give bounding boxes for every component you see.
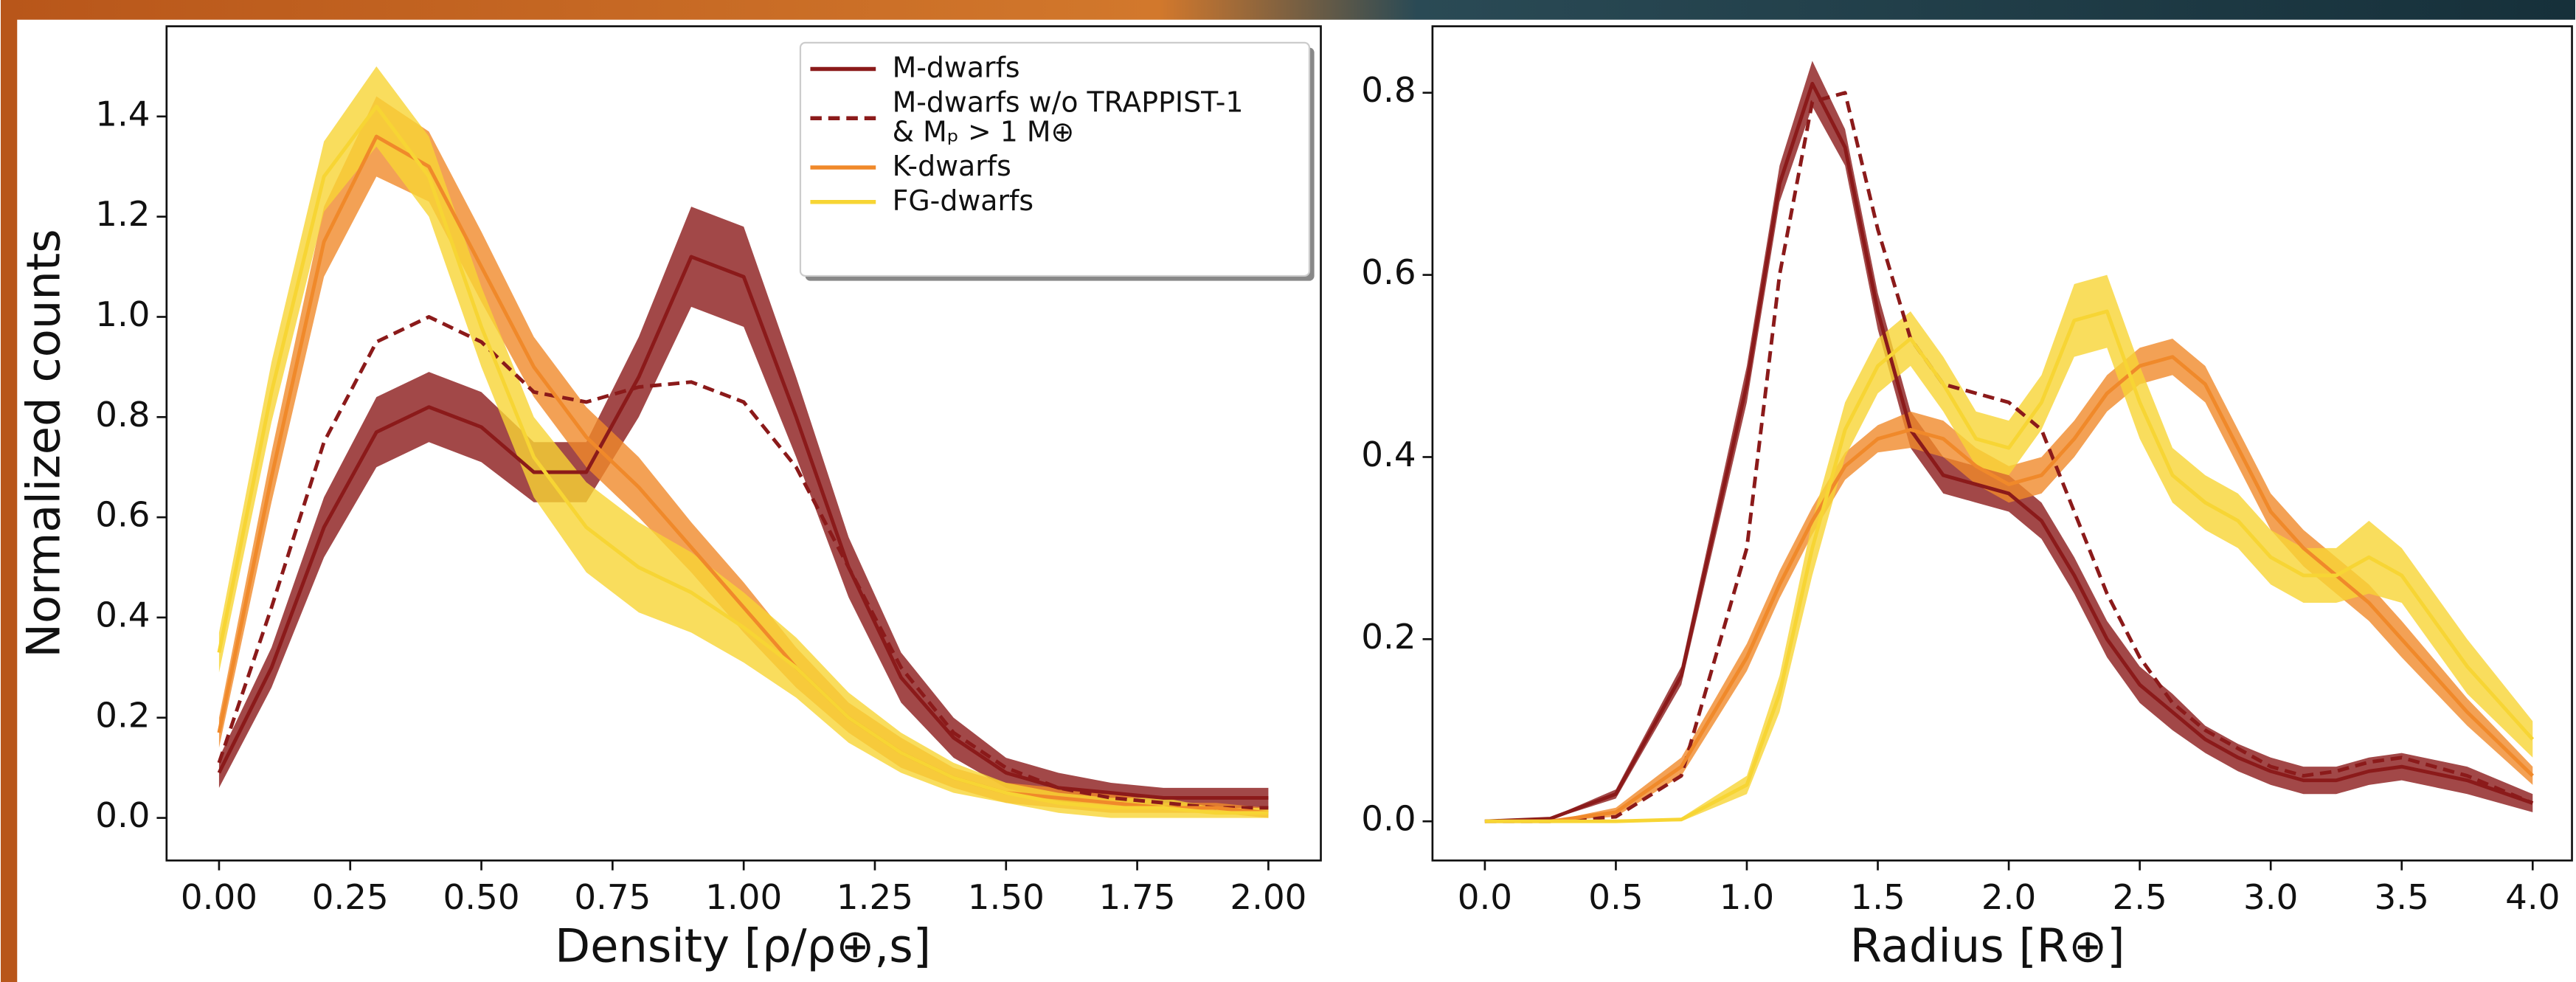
y-tick-label: 0.0 [95,796,150,836]
y-tick-label: 0.2 [1361,618,1416,657]
y-tick-label: 0.8 [95,395,150,435]
legend-label: FG-dwarfs [892,185,1034,219]
x-tick-label: 2.0 [1981,878,2036,918]
plot-area [1484,60,2535,823]
panel: 0.00 0.25 0.50 0.75 1.00 1.25 1.50 1.75 2.00 0.0 0… [95,25,1322,918]
panel: 0.0 0.5 1.0 1.5 2.0 2.5 3.0 3.5 4.0 0.0 0.2 0.4 0.6 0… [1361,25,2573,918]
x-tick-label: 1.0 [1720,878,1774,918]
legend-item: K-dwarfs [810,153,1303,182]
x-tick-label: 1.00 [705,878,782,918]
y-tick-label: 0.2 [95,696,150,736]
axes-frame [1431,25,2573,862]
line [1484,309,2535,823]
y-tick-label: 0.6 [95,496,150,536]
x-tick-label: 0.00 [181,878,257,918]
y-tick-label: 1.0 [95,295,150,335]
x-tick-label: 2.5 [2112,878,2167,918]
y-tick-label: 0.4 [1361,435,1416,475]
legend-item: M-dwarfs [810,52,1303,86]
x-tick-label: 1.5 [1850,878,1905,918]
x-tick-label: 1.75 [1099,878,1176,918]
x-tick-label: 3.0 [2243,878,2298,918]
x-tick-label: 0.5 [1588,878,1643,918]
legend-swatch [810,66,876,72]
legend-label: M-dwarfs [892,52,1020,86]
legend-item: M-dwarfs w/o TRAPPIST-1 & Mₚ > 1 M⊕ [810,89,1303,148]
confidence-band [218,66,1269,818]
legend-list: M-dwarfs M-dwarfs w/o TRAPPIST-1 & Mₚ > 1… [810,52,1303,217]
dashed-line [1484,91,2534,823]
line [1484,81,2534,823]
y-tick-label: 0.0 [1361,800,1416,840]
legend-label: K-dwarfs [892,151,1011,184]
legend-swatch [810,116,876,121]
line [217,134,1269,815]
plot-area [217,66,1269,818]
line [1484,355,2534,823]
y-tick-label: 0.4 [95,595,150,635]
legend-swatch [810,165,876,170]
x-tick-label: 0.50 [443,878,520,918]
x-axis-label: Density [ρ/ρ⊕,s] [555,919,931,973]
x-tick-label: 1.25 [837,878,913,918]
legend-item: FG-dwarfs [810,187,1303,217]
legend-label: M-dwarfs w/o TRAPPIST-1 & Mₚ > 1 M⊕ [892,86,1244,150]
x-tick-label: 2.00 [1230,878,1306,918]
legend-box [799,41,1311,277]
x-tick-label: 4.0 [2505,878,2560,918]
line [217,255,1269,800]
line [217,104,1269,815]
legend-swatch [810,199,876,204]
y-tick-label: 0.8 [1361,71,1416,111]
x-tick-label: 0.0 [1458,878,1512,918]
x-tick-label: 0.75 [574,878,651,918]
confidence-band [218,96,1269,818]
y-tick-label: 1.2 [95,195,150,235]
x-axis-label: Radius [R⊕] [1850,919,2125,973]
y-tick-label: 0.6 [1361,253,1416,293]
y-axis-label: Normalized counts [16,229,70,657]
dashed-line [217,315,1269,810]
x-tick-label: 1.50 [968,878,1045,918]
y-tick-label: 1.4 [95,94,150,134]
x-tick-label: 3.5 [2375,878,2429,918]
x-tick-label: 0.25 [312,878,389,918]
